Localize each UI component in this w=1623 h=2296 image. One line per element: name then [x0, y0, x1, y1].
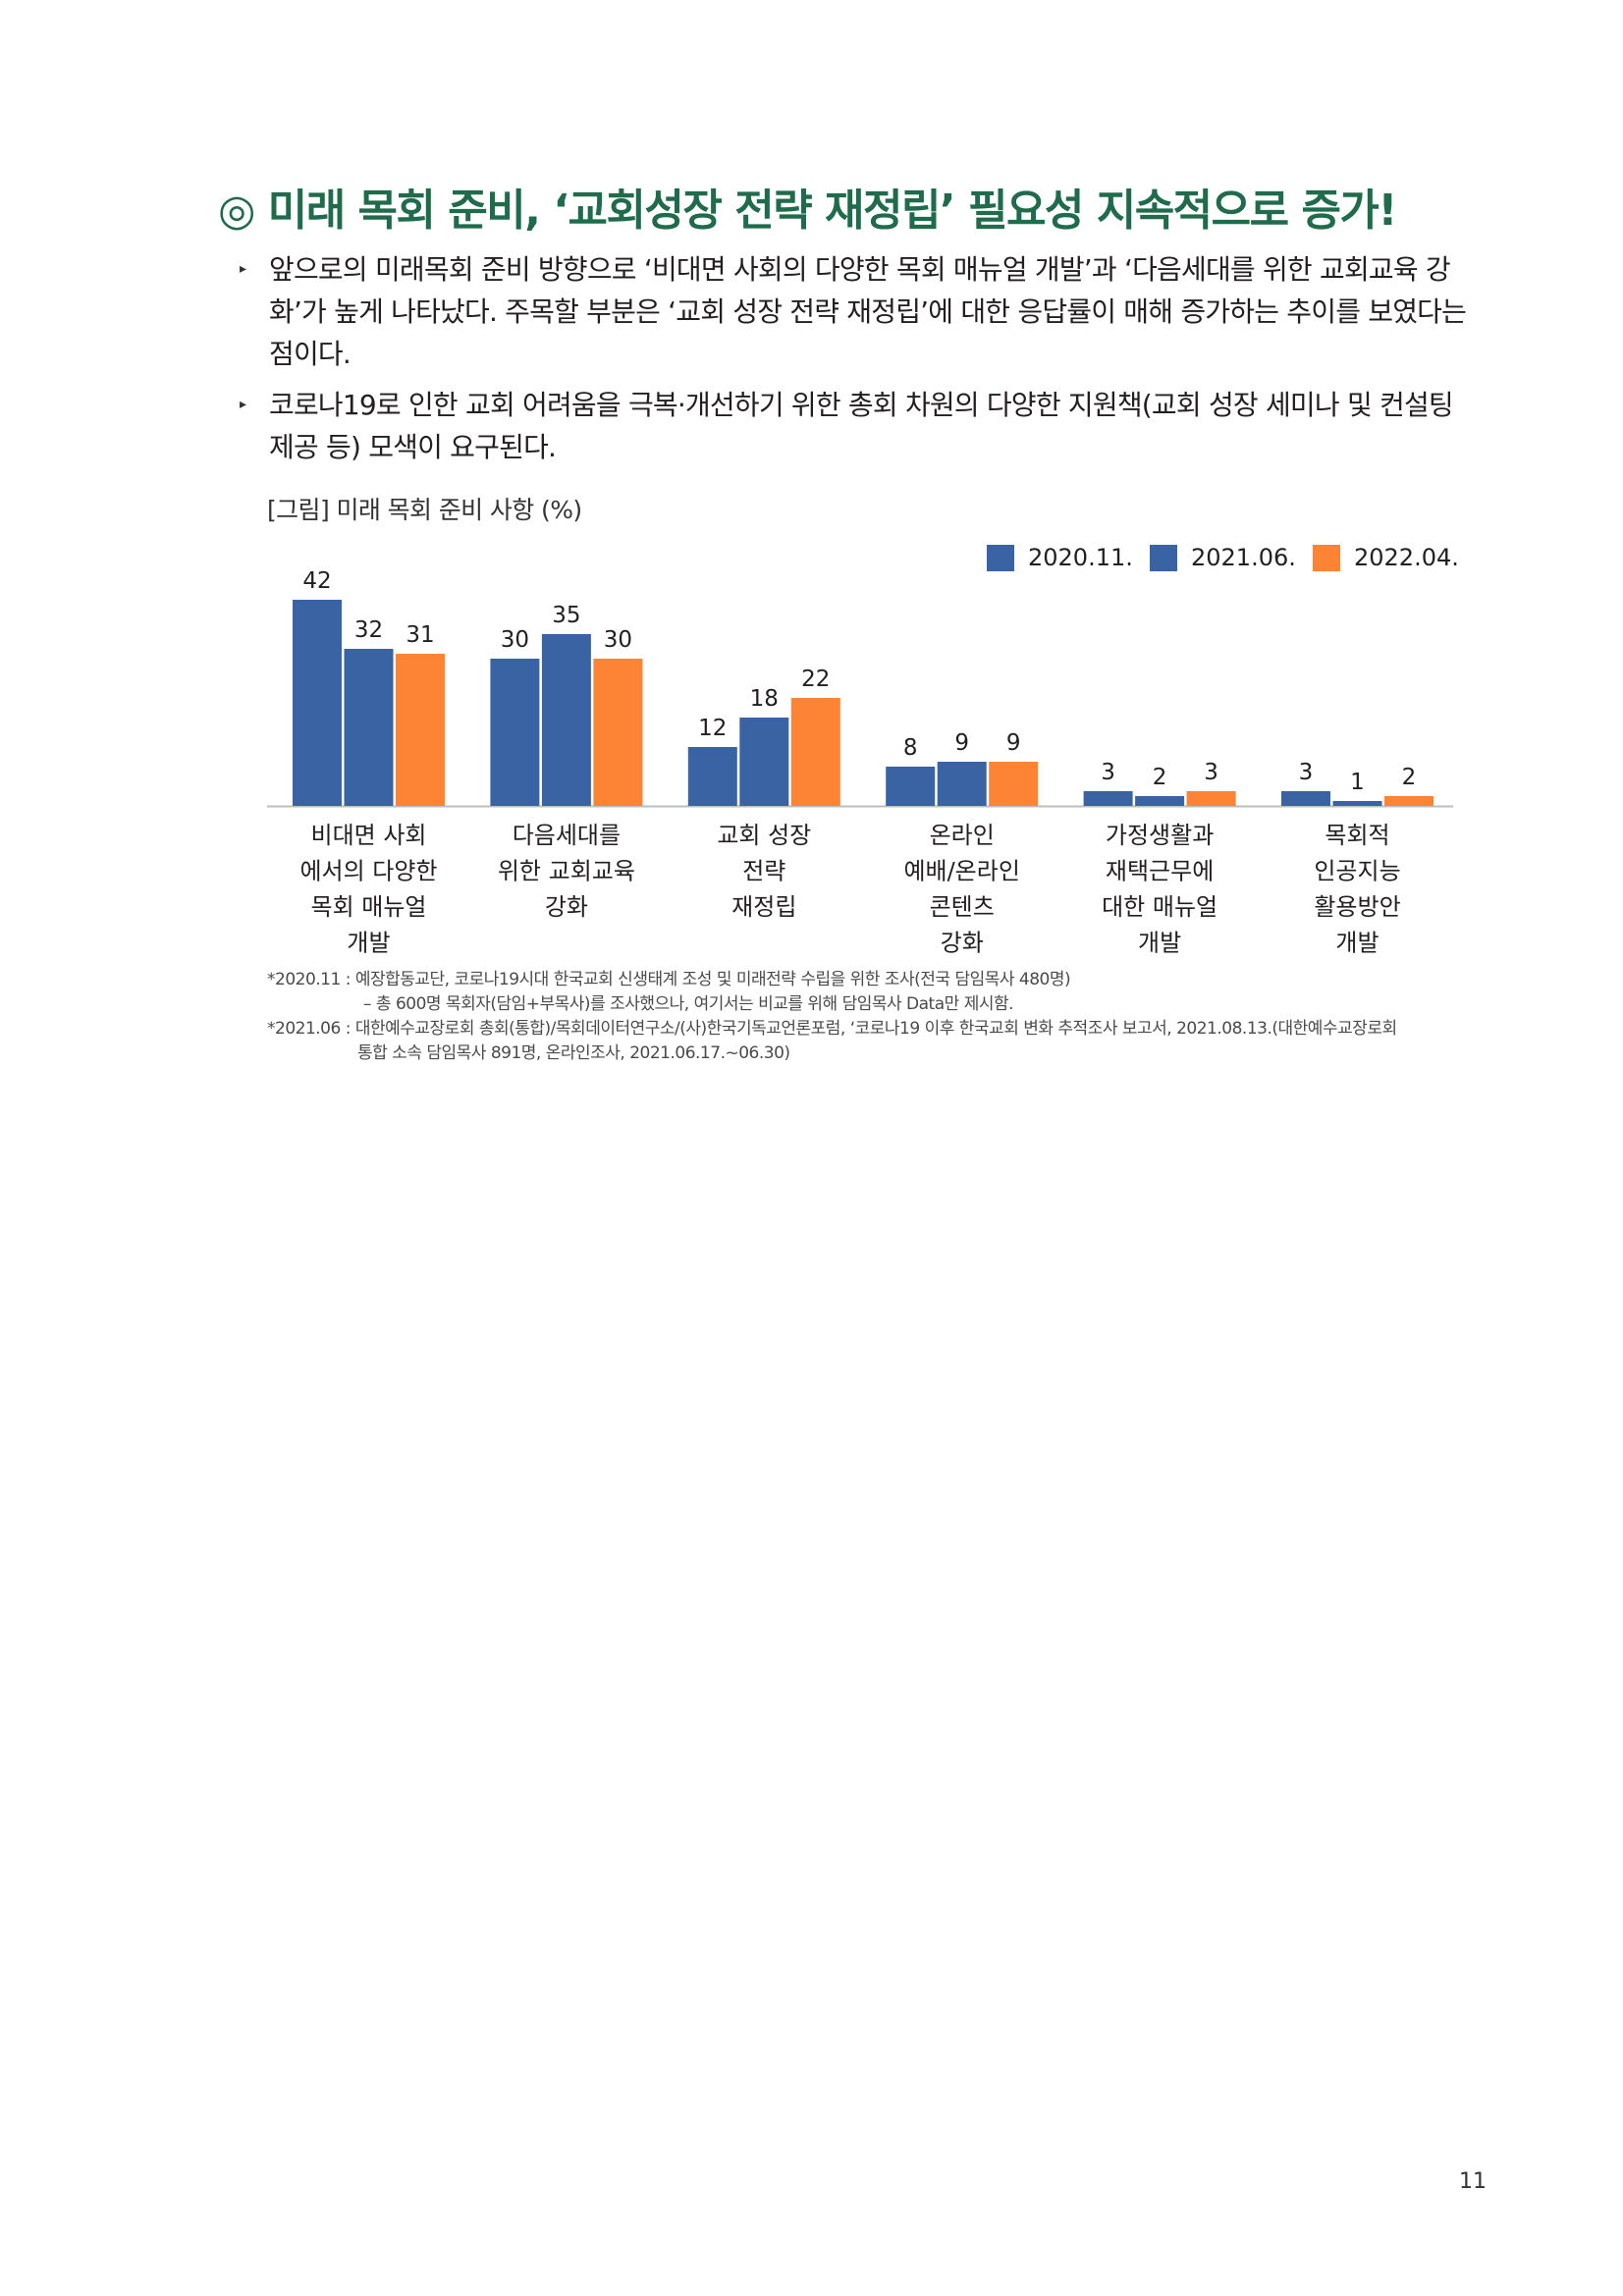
category-tick-label: 위한 교회교육 [498, 858, 635, 885]
category-tick-label: 강화 [941, 930, 984, 957]
bar-value-label: 30 [604, 627, 632, 653]
page-number: 11 [1459, 2169, 1487, 2194]
legend-label: 2020.11. [1028, 544, 1133, 571]
category-tick-label: 목회적 [1325, 822, 1389, 849]
category-tick-label: 에서의 다양한 [299, 858, 437, 885]
category-tick-label: 전략 [742, 858, 785, 885]
category-tick-label: 비대면 사회 [310, 822, 426, 849]
bullet-text: 코로나19로 인한 교회 어려움을 극복·개선하기 위한 총회 차원의 다양한 … [269, 389, 1454, 463]
bar-value-label: 3 [1204, 760, 1218, 785]
bar [1083, 791, 1133, 806]
category-tick-label: 콘텐츠 [930, 893, 995, 921]
bar-value-label: 1 [1350, 770, 1365, 795]
category-tick-label: 개발 [347, 930, 390, 957]
legend-label: 2021.06. [1191, 544, 1296, 571]
category-tick-label: 온라인 [930, 822, 995, 849]
bar [1186, 791, 1236, 806]
category-tick-label: 개발 [1138, 930, 1181, 957]
bar-value-label: 2 [1153, 765, 1167, 790]
bar-value-label: 32 [354, 617, 383, 643]
bar-value-label: 18 [750, 686, 779, 712]
bar-value-label: 42 [302, 568, 331, 594]
bar [344, 649, 394, 806]
triangle-bullet-icon: ▸ [240, 397, 246, 412]
bullet-list: ▸ 앞으로의 미래목회 준비 방향으로 ‘비대면 사회의 다양한 목회 매뉴얼 … [236, 248, 1483, 477]
bar-value-label: 3 [1101, 760, 1115, 785]
bullet-item: ▸ 코로나19로 인한 교회 어려움을 극복·개선하기 위한 총회 차원의 다양… [236, 384, 1483, 468]
bar [1135, 796, 1185, 806]
page-title: ◎ 미래 목회 준비, ‘교회성장 전략 재정립’ 필요성 지속적으로 증가! [218, 186, 1397, 236]
bar [687, 747, 737, 806]
bar [593, 659, 643, 806]
bar-value-label: 2 [1402, 765, 1417, 790]
legend-label: 2022.04. [1354, 544, 1459, 571]
bar [886, 767, 936, 806]
category-tick-label: 재택근무에 [1106, 858, 1214, 885]
category-tick-label: 대한 매뉴얼 [1102, 893, 1217, 921]
category-tick-label: 인공지능 [1314, 858, 1400, 885]
bar [1384, 796, 1434, 806]
bar-value-label: 8 [903, 735, 918, 761]
triangle-bullet-icon: ▸ [240, 261, 246, 277]
bar-value-label: 3 [1299, 760, 1314, 785]
source-notes: *2020.11 : 예장합동교단, 코로나19시대 한국교회 신생태계 조성 … [267, 968, 1485, 1066]
category-tick-label: 개발 [1335, 930, 1379, 957]
bullet-item: ▸ 앞으로의 미래목회 준비 방향으로 ‘비대면 사회의 다양한 목회 매뉴얼 … [236, 248, 1483, 375]
bar [989, 762, 1039, 806]
category-tick-label: 강화 [545, 893, 588, 921]
bar [396, 654, 445, 806]
category-tick-label: 예배/온라인 [903, 858, 1020, 885]
category-tick-label: 목회 매뉴얼 [310, 893, 426, 921]
legend-swatch [987, 545, 1014, 571]
bar [293, 600, 342, 806]
bar [1332, 801, 1382, 806]
category-tick-label: 다음세대를 [513, 822, 621, 849]
category-tick-label: 교회 성장 [717, 822, 811, 849]
category-tick-label: 가정생활과 [1106, 822, 1214, 849]
bar-value-label: 30 [501, 627, 529, 653]
bar [1281, 791, 1330, 806]
bar-value-label: 22 [801, 667, 830, 692]
source-note: – 총 600명 목회자(담임+부목사)를 조사했으나, 여기서는 비교를 위해… [363, 994, 1014, 1014]
category-tick-label: 활용방안 [1314, 893, 1400, 921]
bar [937, 762, 987, 806]
source-note: *2021.06 : 대한예수교장로회 총회(통합)/목회데이터연구소/(사)한… [267, 1019, 1397, 1039]
bar-value-label: 9 [954, 730, 969, 756]
bar-value-label: 35 [552, 603, 580, 628]
source-note: *2020.11 : 예장합동교단, 코로나19시대 한국교회 신생태계 조성 … [267, 970, 1071, 989]
bar-value-label: 9 [1006, 730, 1021, 756]
bar [790, 698, 840, 806]
bar-value-label: 12 [698, 716, 727, 741]
bar [490, 659, 540, 806]
category-tick-label: 재정립 [731, 893, 796, 921]
legend-swatch [1150, 545, 1177, 571]
bullet-text: 앞으로의 미래목회 준비 방향으로 ‘비대면 사회의 다양한 목회 매뉴얼 개발… [269, 253, 1467, 370]
legend-swatch [1313, 545, 1340, 571]
bar-value-label: 31 [406, 622, 434, 648]
figure-caption: [그림] 미래 목회 준비 사항 (%) [267, 496, 582, 524]
bar [739, 718, 789, 806]
bar [541, 634, 591, 806]
source-note: 통합 소속 담임목사 891명, 온라인조사, 2021.06.17.~06.3… [357, 1043, 790, 1063]
